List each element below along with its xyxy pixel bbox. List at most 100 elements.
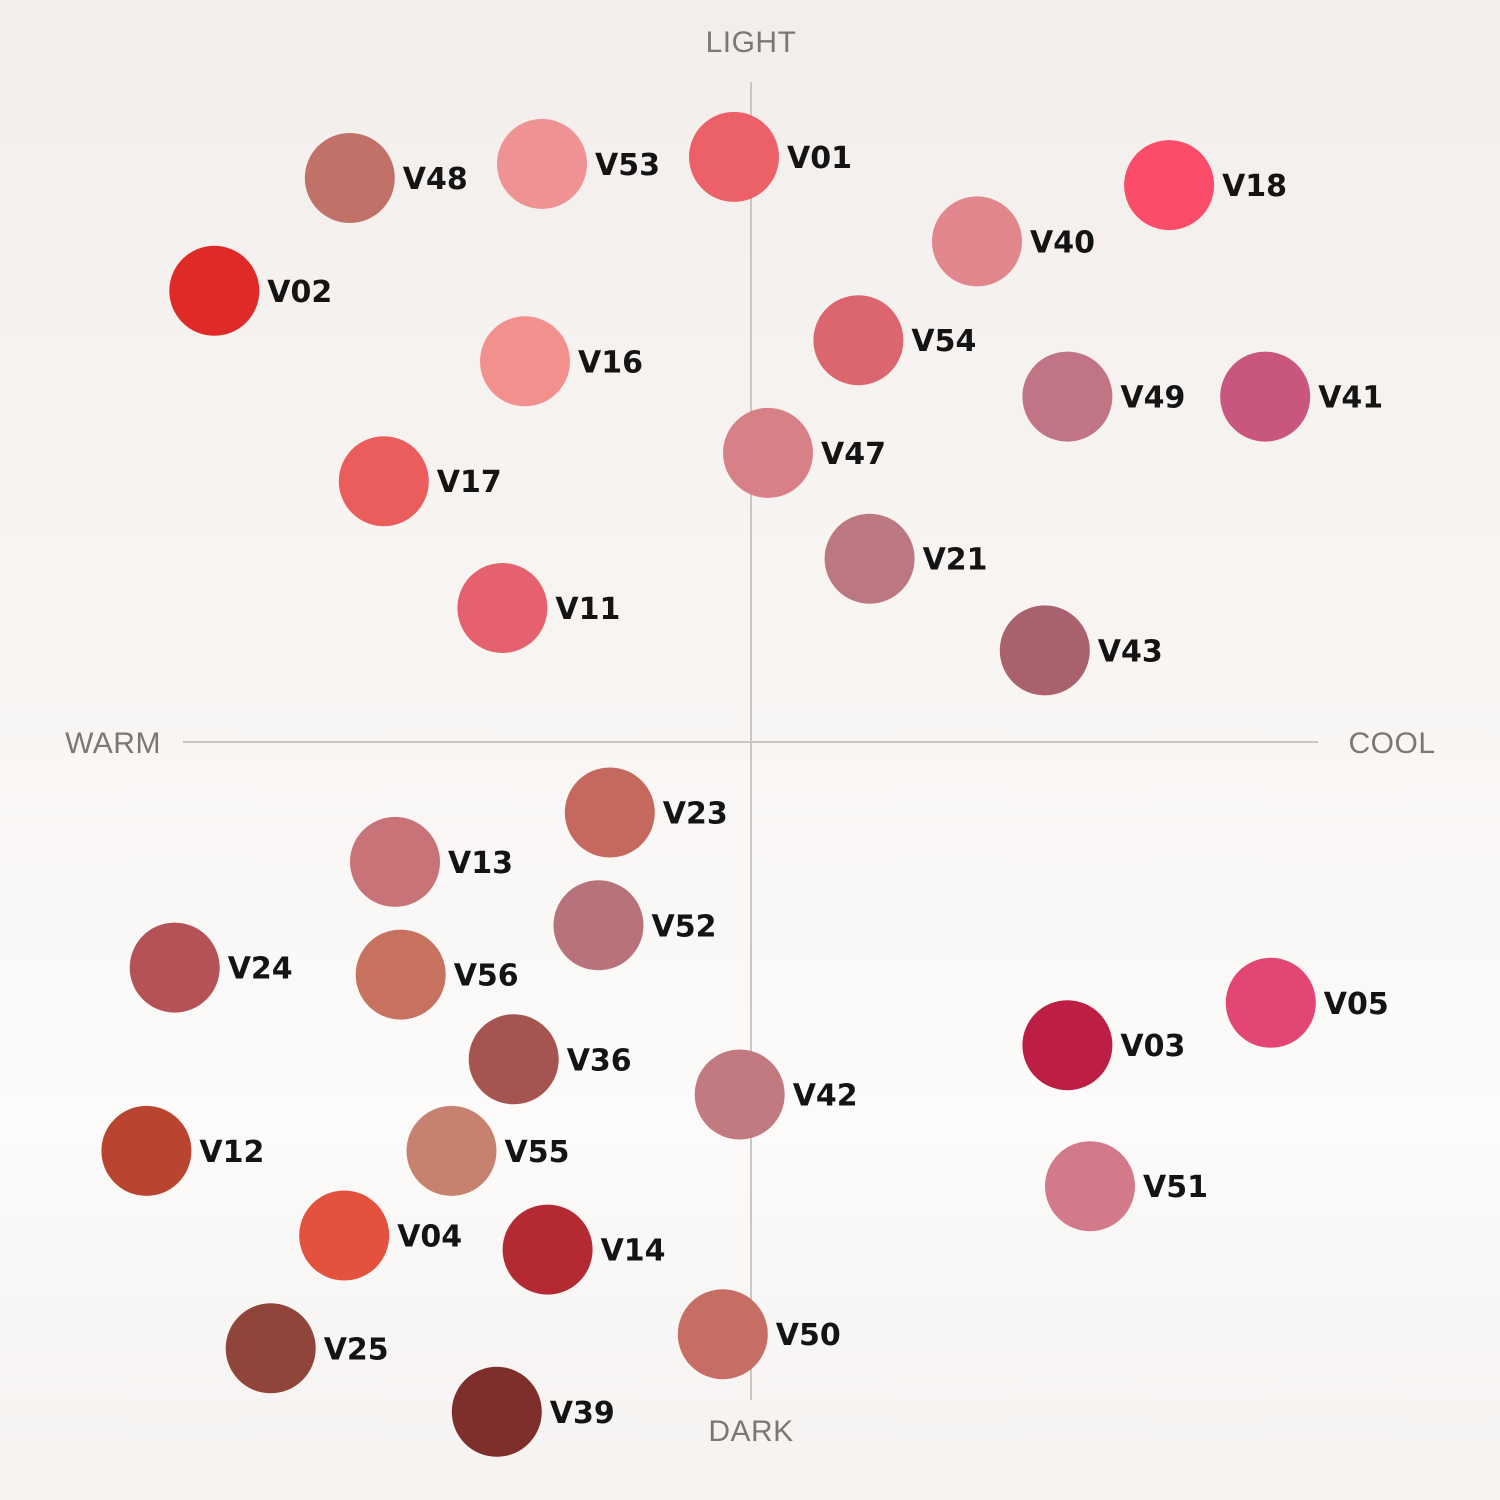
shade-swatch [1225,957,1316,1048]
shade-point: V18 [1124,140,1287,231]
shade-label: V24 [228,952,293,987]
shade-point: V47 [723,407,886,498]
shade-point: V14 [502,1204,666,1295]
shade-point: V23 [564,767,728,858]
shade-swatch [299,1190,390,1281]
shade-point: V12 [101,1105,264,1196]
shade-swatch [824,513,915,604]
shade-label: V23 [663,797,728,832]
shade-point: V48 [304,133,468,223]
shade-swatch [689,111,779,202]
shade-label: V13 [448,846,513,881]
shade-swatch [502,1204,593,1295]
shade-swatch [999,605,1090,696]
axis-label-light: LIGHT [706,26,797,59]
shade-label: V39 [550,1396,615,1431]
shade-point: V24 [129,922,293,1013]
shade-swatch [101,1105,192,1196]
shade-swatch [1045,1141,1135,1232]
shade-point: V55 [406,1105,570,1196]
shade-point: V49 [1022,351,1185,442]
shade-swatch [225,1303,316,1394]
shade-label: V25 [324,1332,389,1367]
shade-point: V16 [480,316,643,407]
shade-label: V42 [793,1079,858,1114]
axis-label-dark: DARK [708,1415,793,1448]
shade-swatch [129,922,220,1013]
shade-swatch [1220,351,1311,442]
shade-label: V01 [787,141,852,176]
shade-label: V56 [454,959,519,994]
shade-swatch [355,929,446,1020]
shade-label: V21 [923,543,988,578]
shade-point: V04 [299,1190,462,1281]
shade-swatch [723,407,813,498]
shade-swatch [1022,351,1113,442]
shade-label: V51 [1143,1170,1208,1205]
shade-point: V36 [468,1014,632,1105]
shade-label: V41 [1318,381,1383,416]
shade-swatch [694,1049,785,1140]
shade-label: V54 [911,324,976,359]
shade-point: V42 [694,1049,858,1140]
axis-label-warm: WARM [65,727,161,760]
shade-swatch [350,816,440,907]
shade-swatch [932,196,1022,287]
shade-swatch [1124,140,1215,231]
shade-label: V36 [567,1043,632,1078]
shade-label: V49 [1120,381,1185,416]
shade-swatch [304,133,395,223]
shade-swatch [457,563,548,653]
shade-label: V43 [1098,634,1163,669]
shade-label: V40 [1030,225,1095,260]
shade-point: V51 [1045,1141,1208,1232]
shade-point: V56 [355,929,519,1020]
shade-label: V48 [403,162,468,197]
shade-swatch [468,1014,559,1105]
shade-point: V13 [350,816,513,907]
shade-label: V18 [1222,169,1287,204]
shade-label: V11 [555,592,620,627]
shade-swatch [338,436,429,527]
shade-label: V55 [505,1135,570,1170]
shade-point: V11 [457,563,620,653]
shade-point: V17 [338,436,502,527]
shade-point: V39 [451,1366,615,1457]
shade-swatch [677,1289,768,1380]
shade-point: V03 [1022,1000,1185,1091]
shade-point: V21 [824,513,988,604]
shade-swatch [451,1366,542,1457]
shade-point: V50 [677,1289,841,1380]
shade-point: V25 [225,1303,389,1394]
shade-point: V40 [932,196,1095,287]
shade-label: V14 [601,1234,666,1269]
shade-swatch [497,118,587,209]
shade-swatch [480,316,570,407]
shade-label: V47 [821,437,886,472]
shade-point: V53 [497,118,660,209]
shade-label: V17 [437,465,502,500]
shade-point: V52 [553,880,717,971]
shade-label: V50 [776,1318,841,1353]
shade-label: V52 [652,909,717,944]
shade-point: V41 [1220,351,1383,442]
shade-label: V16 [578,345,643,380]
shade-swatch [1022,1000,1113,1091]
shade-label: V02 [267,275,332,310]
axis-label-cool: COOL [1348,727,1435,760]
shade-point: V05 [1225,957,1389,1048]
shade-swatch [406,1105,497,1196]
shade-label: V53 [595,148,660,183]
shade-point: V02 [169,245,332,336]
shade-label: V12 [199,1135,264,1170]
shade-label: V05 [1324,987,1389,1022]
shade-point: V01 [689,111,852,202]
shade-swatch [564,767,655,858]
swatch-points: V53 V01 V48 V18 V40 V02 V54 V16 V49 V41 V47 V17 V21 V… [101,111,1389,1457]
shade-swatch [813,295,904,386]
shade-swatch [553,880,644,971]
shade-point: V43 [999,605,1163,696]
shade-swatch [169,245,260,336]
shade-label: V04 [397,1220,462,1255]
